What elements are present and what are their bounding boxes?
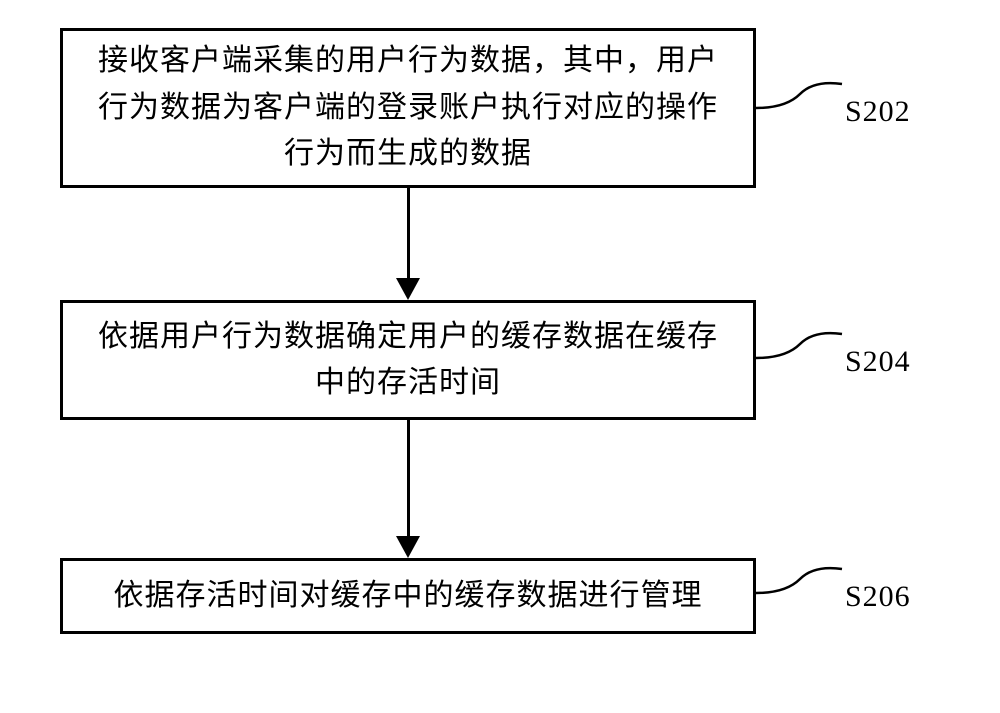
arrow-line: [407, 188, 410, 280]
flow-node-text: 依据用户行为数据确定用户的缓存数据在缓存中的存活时间: [87, 314, 729, 407]
label-connector-icon: [756, 328, 844, 376]
label-connector-icon: [756, 78, 844, 126]
flow-node-s204: 依据用户行为数据确定用户的缓存数据在缓存中的存活时间: [60, 300, 756, 420]
step-label-s202: S202: [845, 95, 911, 129]
arrow-head-icon: [396, 536, 420, 558]
arrow-line: [407, 420, 410, 538]
flow-node-s202: 接收客户端采集的用户行为数据，其中，用户行为数据为客户端的登录账户执行对应的操作…: [60, 28, 756, 188]
arrow-head-icon: [396, 278, 420, 300]
step-label-s204: S204: [845, 345, 911, 379]
label-connector-icon: [756, 563, 844, 611]
flowchart-container: 接收客户端采集的用户行为数据，其中，用户行为数据为客户端的登录账户执行对应的操作…: [0, 0, 1000, 713]
step-label-s206: S206: [845, 580, 911, 614]
flow-node-text: 依据存活时间对缓存中的缓存数据进行管理: [114, 573, 703, 620]
flow-node-text: 接收客户端采集的用户行为数据，其中，用户行为数据为客户端的登录账户执行对应的操作…: [87, 38, 729, 178]
flow-node-s206: 依据存活时间对缓存中的缓存数据进行管理: [60, 558, 756, 634]
